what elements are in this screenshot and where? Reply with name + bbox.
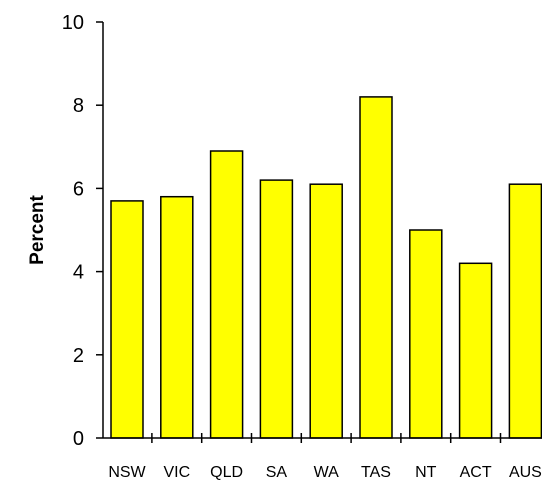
x-axis: NSW VIC QLD SA WA TAS NT ACT AUS	[103, 433, 542, 481]
x-tick-label-sa: SA	[266, 464, 288, 481]
bars-group	[110, 96, 542, 439]
x-tick-label-vic: VIC	[163, 464, 190, 481]
y-tick-label: 8	[73, 95, 84, 117]
x-tick-label-aus: AUS	[509, 464, 542, 481]
y-tick-label: 4	[73, 262, 84, 284]
x-tick-label-wa: WA	[314, 464, 340, 481]
bar-wa	[309, 183, 343, 439]
x-tick-label-qld: QLD	[210, 464, 243, 481]
bar-tas	[359, 96, 393, 439]
bar-nt	[409, 229, 443, 439]
x-tick-label-nt: NT	[415, 464, 437, 481]
bar-vic	[160, 195, 194, 439]
x-tick-label-nsw: NSW	[108, 464, 146, 481]
bar-act	[458, 262, 493, 439]
y-tick-label: 2	[73, 345, 84, 367]
bar-sa	[259, 179, 294, 439]
bar-nsw	[110, 200, 144, 439]
bar-aus	[508, 183, 542, 439]
x-tick-label-tas: TAS	[361, 464, 391, 481]
y-tick-label: 10	[62, 12, 84, 34]
y-axis-label: Percent	[27, 194, 48, 264]
bar-qld	[209, 150, 244, 439]
x-tick-label-act: ACT	[460, 464, 492, 481]
y-axis: 0 2 4 6 8 10	[62, 12, 104, 450]
y-tick-label: 0	[73, 428, 84, 450]
y-tick-label: 6	[73, 178, 84, 200]
